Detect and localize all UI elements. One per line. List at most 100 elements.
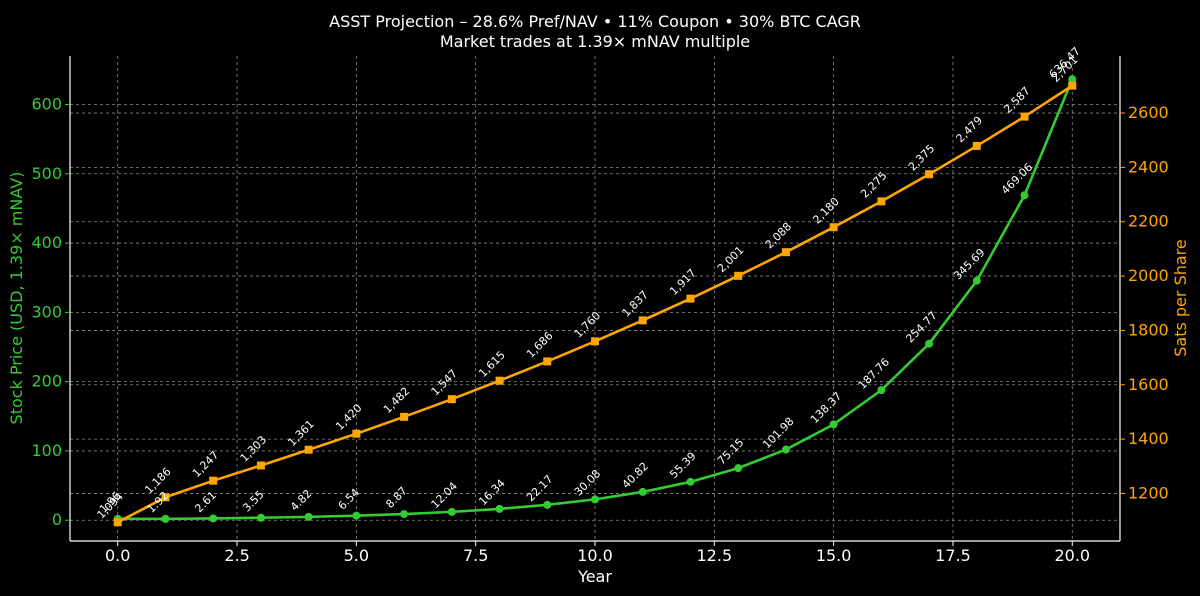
data-label-left: 30.08: [572, 467, 603, 498]
data-label-left: 254.77: [903, 309, 939, 345]
data-point-left: [161, 514, 170, 523]
data-point-left: [638, 487, 647, 496]
data-point-left: [877, 386, 886, 395]
data-label-right: 1,420: [333, 401, 364, 432]
chart-subtitle: Market trades at 1.39× mNAV multiple: [440, 32, 750, 51]
data-label-right: 1,837: [620, 288, 651, 319]
data-point-right: [925, 170, 934, 179]
axes-layer: 0.0 2.5 5.0 7.5 10.0 12.5 15.0 17.5 20.0 0 100 200 3…: [31, 56, 1169, 565]
data-point-left: [925, 339, 934, 348]
y-left-tick-label: 0: [52, 510, 62, 529]
data-point-right: [400, 412, 409, 421]
data-point-right: [1020, 112, 1029, 121]
data-point-right: [972, 141, 981, 150]
data-point-left: [495, 504, 504, 513]
data-point-right: [161, 493, 170, 502]
y-right-tick-label: 2600: [1128, 103, 1169, 122]
data-point-right: [686, 294, 695, 303]
data-point-right: [113, 518, 122, 527]
x-axis-label: Year: [577, 567, 612, 586]
data-label-right: 1,917: [667, 266, 698, 297]
data-point-right: [591, 337, 599, 346]
data-label-right: 1,186: [142, 465, 173, 496]
data-label-left: 4.82: [288, 487, 315, 514]
y-left-tick-label: 600: [31, 95, 62, 114]
data-point-left: [256, 513, 265, 522]
data-point-right: [734, 271, 743, 280]
data-label-left: 3.55: [240, 488, 267, 515]
data-label-right: 2,587: [1001, 84, 1032, 115]
data-point-right: [304, 445, 313, 454]
y-left-tick-label: 500: [31, 164, 62, 183]
data-point-right: [495, 376, 504, 385]
data-point-left: [400, 510, 409, 519]
data-point-left: [352, 511, 361, 520]
y-right-tick-label: 2000: [1128, 266, 1169, 285]
data-label-left: 22.17: [524, 473, 555, 504]
x-tick-label: 2.5: [224, 546, 249, 565]
data-point-right: [209, 476, 218, 485]
data-label-right: 1,247: [190, 448, 221, 479]
data-point-right: [256, 461, 265, 470]
data-label-left: 8.87: [383, 484, 410, 511]
data-point-left: [781, 445, 790, 454]
data-label-right: 2,001: [715, 244, 746, 275]
data-label-right: 1,303: [238, 433, 269, 464]
data-label-right: 1,361: [285, 417, 316, 448]
x-tick-label: 12.5: [697, 546, 733, 565]
x-tick-label: 5.0: [344, 546, 369, 565]
data-label-right: 1,615: [476, 348, 507, 379]
y-left-tick-label: 400: [31, 233, 62, 252]
data-point-right: [781, 248, 790, 257]
y-right-tick-label: 1800: [1128, 320, 1169, 339]
data-label-right: 2,375: [906, 142, 937, 173]
data-point-left: [734, 464, 743, 473]
data-label-right: 1,760: [572, 309, 603, 340]
chart-title: ASST Projection – 28.6% Pref/NAV • 11% C…: [329, 12, 861, 31]
grid-layer: [70, 56, 1120, 541]
series-layer: [113, 75, 1077, 527]
x-tick-label: 20.0: [1054, 546, 1090, 565]
data-point-left: [543, 500, 552, 509]
data-label-left: 469.06: [999, 161, 1035, 197]
y-right-tick-label: 2200: [1128, 212, 1169, 231]
data-point-left: [1020, 191, 1029, 200]
data-point-left: [686, 477, 695, 486]
data-label-right: 1,686: [524, 329, 555, 360]
data-point-right: [638, 316, 647, 325]
x-tick-label: 17.5: [935, 546, 971, 565]
data-point-right: [877, 197, 886, 206]
data-label-right: 2,088: [763, 220, 794, 251]
x-tick-label: 7.5: [463, 546, 488, 565]
data-label-left: 16.34: [476, 477, 507, 508]
data-point-left: [447, 507, 456, 516]
data-label-left: 2.61: [192, 489, 219, 516]
data-point-right: [352, 429, 361, 438]
data-label-right: 2,479: [954, 114, 985, 145]
y-left-tick-label: 300: [31, 302, 62, 321]
y-axis-right-label: Sats per Share: [1171, 239, 1190, 357]
x-tick-label: 15.0: [816, 546, 852, 565]
data-point-right: [1068, 81, 1077, 90]
y-left-tick-label: 100: [31, 441, 62, 460]
data-label-right: 1,482: [381, 385, 412, 416]
y-left-tick-label: 200: [31, 372, 62, 391]
data-label-left: 55.39: [667, 450, 698, 481]
data-label-left: 40.82: [620, 460, 651, 491]
data-point-left: [1068, 75, 1077, 84]
x-tick-label: 10.0: [577, 546, 613, 565]
data-point-left: [972, 276, 981, 285]
data-point-right: [447, 395, 456, 404]
data-point-left: [209, 514, 218, 523]
y-right-tick-label: 2400: [1128, 157, 1169, 176]
data-label-right: 1,547: [429, 367, 460, 398]
data-label-left: 6.54: [336, 486, 363, 513]
data-point-left: [829, 420, 838, 429]
y-right-tick-label: 1400: [1128, 429, 1169, 448]
data-point-left: [304, 512, 313, 521]
data-labels-layer: 1.96 1.92 2.61 3.55 4.82 6.54 8.87 12.04 16.34 22…: [95, 45, 1083, 522]
y-right-tick-label: 1600: [1128, 375, 1169, 394]
data-point-left: [591, 495, 599, 504]
